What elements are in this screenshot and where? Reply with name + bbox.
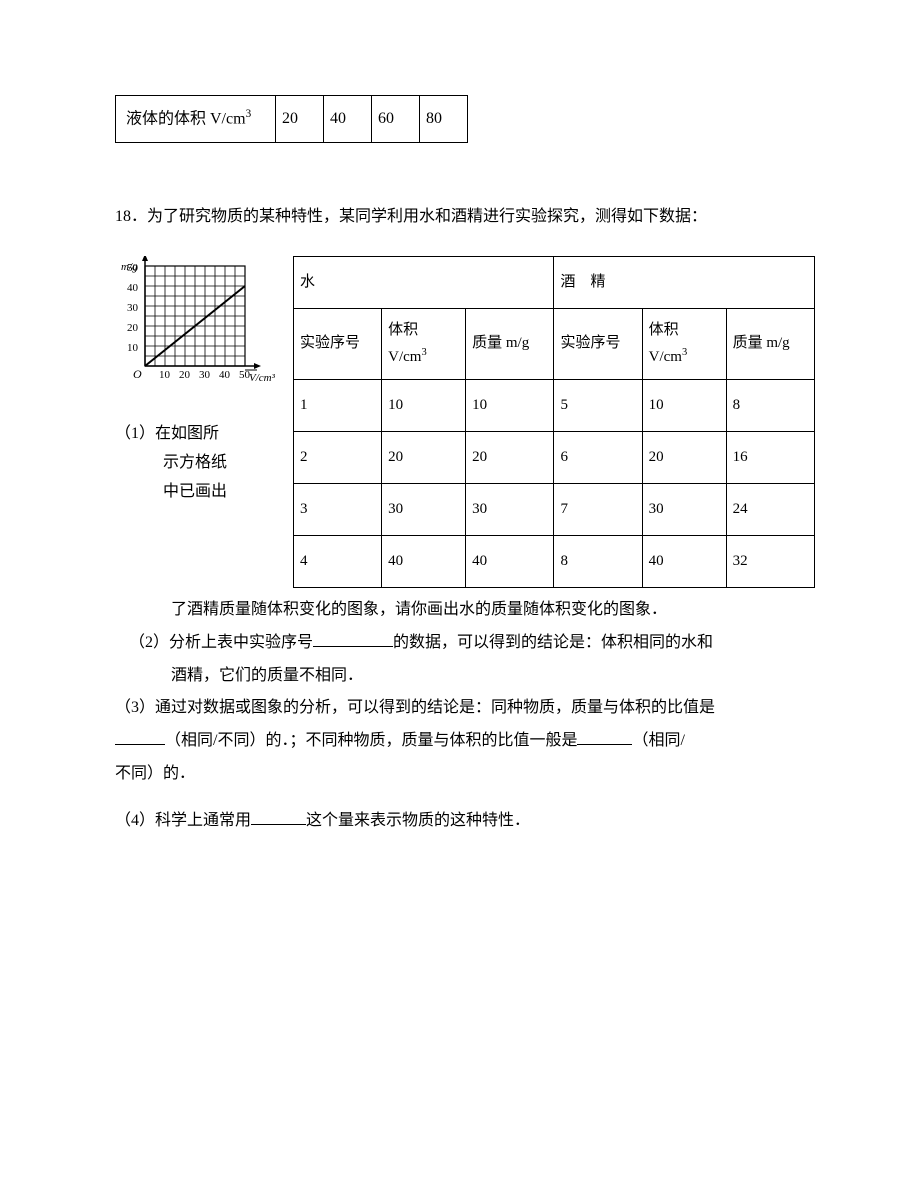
- ytick-30: 30: [127, 302, 139, 314]
- volume-label-sup: 3: [246, 108, 252, 120]
- origin: O: [133, 367, 142, 381]
- vol-val-0: 20: [276, 96, 324, 143]
- q18-intro: 18．为了研究物质的某种特性，某同学利用水和酒精进行实验探究，测得如下数据：: [115, 203, 815, 232]
- ytick-40: 40: [127, 282, 139, 294]
- xtick-10: 10: [159, 369, 171, 381]
- ytick-10: 10: [127, 342, 139, 354]
- volume-label-cell: 液体的体积 V/cm3: [116, 96, 276, 143]
- q1-tail: 了酒精质量随体积变化的图象，请你画出水的质量随体积变化的图象．: [115, 596, 815, 625]
- data-row-2: 33030 73024: [294, 483, 815, 535]
- q3-line3: 不同）的．: [115, 760, 815, 789]
- q1-c: 中已画出: [115, 478, 275, 507]
- q2-line2: 酒精，它们的质量不相同．: [115, 662, 815, 691]
- graph-table-row: m/g 50 40 30 20 10 O 10 20 30 40 50 V/cm…: [115, 256, 815, 588]
- x-label: V/cm³: [249, 372, 275, 384]
- data-row-3: 44040 84032: [294, 535, 815, 587]
- q1-a: （1）在如图所: [115, 420, 275, 449]
- blank-q4: [251, 807, 306, 825]
- ytick-50: 50: [127, 262, 139, 274]
- vol-val-3: 80: [420, 96, 468, 143]
- xtick-40: 40: [219, 369, 231, 381]
- q1-b: 示方格纸: [115, 449, 275, 478]
- q3-line1: （3）通过对数据或图象的分析，可以得到的结论是：同种物质，质量与体积的比值是: [115, 694, 815, 723]
- q1-side-lines: （1）在如图所 示方格纸 中已画出: [115, 420, 275, 506]
- data-table: 水 酒 精 实验序号 体积V/cm3 质量 m/g 实验序号 体积V/cm3 质…: [293, 256, 815, 588]
- col-mass-w: 质量 m/g: [466, 308, 554, 379]
- q2-line1: （2）分析上表中实验序号的数据，可以得到的结论是：体积相同的水和: [129, 629, 815, 658]
- xtick-20: 20: [179, 369, 191, 381]
- col-exp-a: 实验序号: [554, 308, 642, 379]
- q4-line: （4）科学上通常用这个量来表示物质的这种特性．: [115, 807, 815, 836]
- vol-val-2: 60: [372, 96, 420, 143]
- col-mass-a: 质量 m/g: [726, 308, 814, 379]
- q3-line2: （相同/不同）的．；不同种物质，质量与体积的比值一般是（相同/: [115, 727, 815, 756]
- graph-box: m/g 50 40 30 20 10 O 10 20 30 40 50 V/cm…: [115, 256, 275, 416]
- ytick-20: 20: [127, 322, 139, 334]
- header-water: 水: [294, 256, 554, 308]
- data-row-1: 22020 62016: [294, 431, 815, 483]
- volume-label: 液体的体积 V/cm: [126, 110, 246, 127]
- vol-val-1: 40: [324, 96, 372, 143]
- volume-table: 液体的体积 V/cm3 20 40 60 80: [115, 95, 468, 143]
- blank-q2: [313, 629, 393, 647]
- questions-body: 了酒精质量随体积变化的图象，请你画出水的质量随体积变化的图象． （2）分析上表中…: [115, 596, 815, 836]
- blank-q3a: [115, 728, 165, 746]
- col-exp-w: 实验序号: [294, 308, 382, 379]
- header-alcohol: 酒 精: [554, 256, 815, 308]
- graph-column: m/g 50 40 30 20 10 O 10 20 30 40 50 V/cm…: [115, 256, 293, 506]
- chart-svg: m/g 50 40 30 20 10 O 10 20 30 40 50 V/cm…: [115, 256, 275, 416]
- xtick-30: 30: [199, 369, 211, 381]
- data-row-0: 11010 5108: [294, 379, 815, 431]
- blank-q3b: [577, 728, 632, 746]
- col-vol-a: 体积V/cm3: [642, 308, 726, 379]
- col-vol-w: 体积V/cm3: [382, 308, 466, 379]
